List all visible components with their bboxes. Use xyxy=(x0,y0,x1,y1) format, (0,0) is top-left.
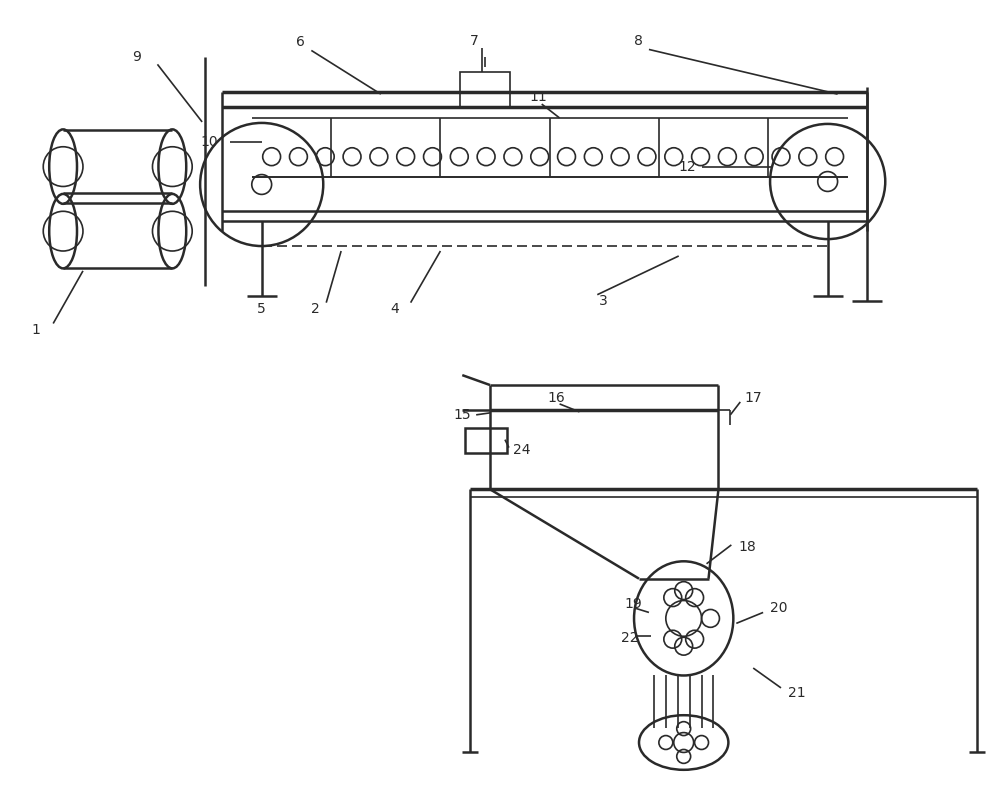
Text: 16: 16 xyxy=(548,391,565,405)
Text: 1: 1 xyxy=(31,324,40,337)
Text: 10: 10 xyxy=(200,134,218,149)
Text: 3: 3 xyxy=(599,294,608,307)
Text: 15: 15 xyxy=(453,408,471,422)
Text: 4: 4 xyxy=(391,302,400,316)
Text: 2: 2 xyxy=(311,302,320,316)
Text: 11: 11 xyxy=(530,90,548,104)
Text: 7: 7 xyxy=(470,34,479,47)
Text: 18: 18 xyxy=(738,540,756,554)
Text: 6: 6 xyxy=(296,35,305,50)
Text: 20: 20 xyxy=(770,601,788,615)
Text: 9: 9 xyxy=(133,50,141,64)
Bar xyxy=(465,428,507,453)
Bar xyxy=(460,72,510,107)
Text: 19: 19 xyxy=(624,597,642,612)
Text: 24: 24 xyxy=(513,443,530,457)
Text: 8: 8 xyxy=(634,34,643,47)
Text: 22: 22 xyxy=(621,631,639,645)
Text: 21: 21 xyxy=(788,686,806,700)
Text: 5: 5 xyxy=(257,302,265,316)
Text: 12: 12 xyxy=(679,160,696,174)
Text: 17: 17 xyxy=(744,391,762,405)
